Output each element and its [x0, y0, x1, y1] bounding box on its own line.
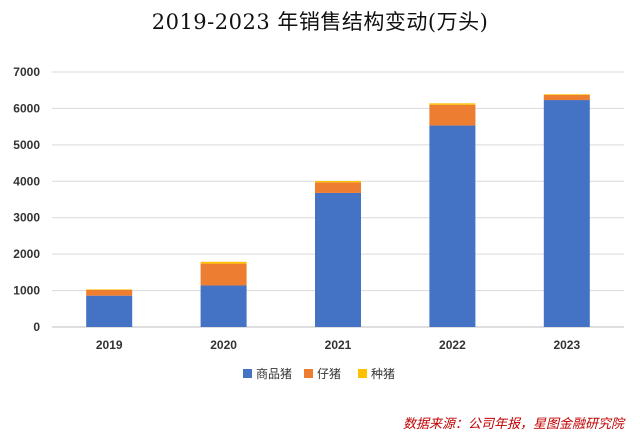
bar-segment: [429, 103, 476, 105]
legend: 商品猪 仔猪 种猪: [243, 366, 395, 381]
bar-segment: [543, 94, 590, 101]
y-tick-label: 6000: [13, 101, 40, 115]
bars: [86, 94, 590, 327]
bar-segment: [543, 94, 590, 95]
bar-segment: [86, 295, 133, 327]
y-tick-label: 1000: [13, 284, 40, 298]
bar-segment: [200, 285, 247, 327]
y-tick-label: 3000: [13, 211, 40, 225]
y-axis-ticks: 0 1000 2000 3000 4000 5000 6000 7000: [13, 65, 40, 334]
x-tick-label: 2019: [96, 338, 123, 352]
legend-label: 种猪: [371, 367, 395, 381]
y-tick-label: 0: [33, 320, 40, 334]
legend-swatch: [358, 369, 367, 378]
legend-label: 仔猪: [317, 367, 341, 381]
y-tick-label: 4000: [13, 174, 40, 188]
bar-segment: [315, 180, 361, 183]
x-tick-label: 2020: [210, 338, 237, 352]
x-tick-label: 2021: [325, 338, 352, 352]
legend-swatch: [304, 369, 313, 378]
y-tick-label: 2000: [13, 247, 40, 261]
source-note: 数据来源：公司年报，星图金融研究院: [402, 417, 624, 432]
bar-segment: [315, 192, 361, 327]
bar-segment: [429, 125, 476, 327]
bar-segment: [315, 182, 361, 193]
bar-segment: [200, 263, 247, 286]
bar-segment: [86, 289, 133, 290]
legend-label: 商品猪: [256, 366, 292, 381]
y-tick-label: 5000: [13, 138, 40, 152]
x-tick-label: 2023: [553, 338, 580, 352]
legend-swatch: [243, 369, 252, 378]
bar-segment: [429, 104, 476, 126]
y-tick-label: 7000: [13, 65, 40, 79]
x-tick-label: 2022: [439, 338, 466, 352]
bar-segment: [200, 261, 247, 264]
bar-segment: [543, 100, 590, 327]
bar-segment: [86, 289, 133, 296]
x-axis-ticks: 2019 2020 2021 2022 2023: [96, 338, 581, 352]
chart-title: 2019-2023 年销售结构变动(万头): [151, 10, 489, 34]
